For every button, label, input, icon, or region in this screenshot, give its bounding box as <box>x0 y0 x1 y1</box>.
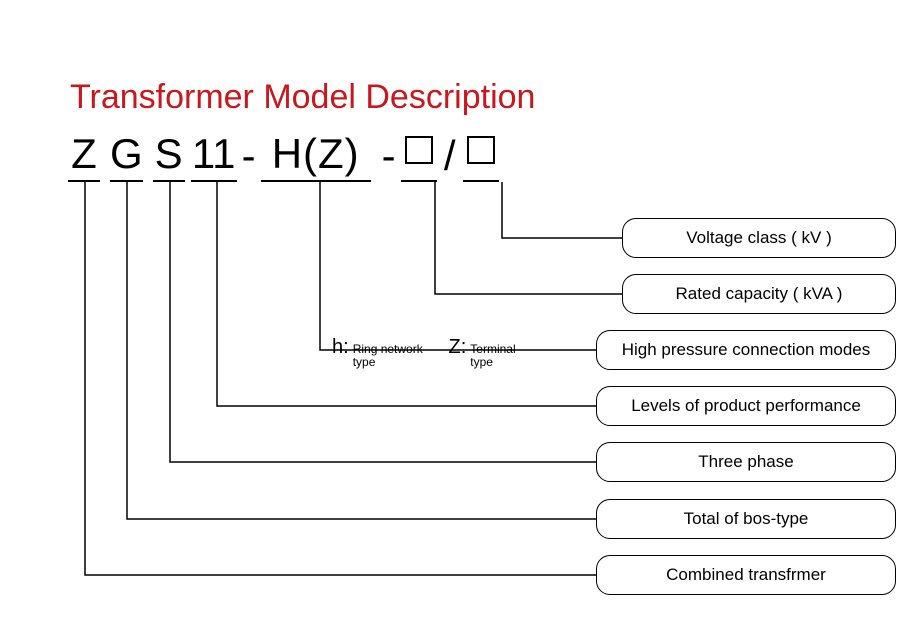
model-code: Z G S 11 - H(Z) - / <box>68 130 499 182</box>
code-box1 <box>401 130 437 182</box>
code-dash2: - <box>377 132 401 182</box>
label-voltage: Voltage class ( kV ) <box>622 218 896 258</box>
code-g: G <box>110 130 143 182</box>
code-hz: H(Z) <box>261 130 371 182</box>
code-slash: / <box>437 132 463 182</box>
code-z: Z <box>68 130 100 182</box>
code-box2 <box>463 130 499 182</box>
label-phase: Three phase <box>596 442 896 482</box>
annot-z-text: Terminal <box>470 342 515 356</box>
label-capacity: Rated capacity ( kVA ) <box>622 274 896 314</box>
label-level: Levels of product performance <box>596 386 896 426</box>
hz-annotation: h: Ring network type Z: Terminal type <box>332 336 602 369</box>
annot-h-text: Ring network <box>353 342 423 356</box>
code-dash1: - <box>237 132 261 182</box>
annot-h-text2: type <box>353 355 376 369</box>
label-hpc: High pressure connection modes <box>596 330 896 370</box>
annot-z-text2: type <box>470 355 493 369</box>
label-bos: Total of bos-type <box>596 499 896 539</box>
page-title: Transformer Model Description <box>70 78 535 117</box>
code-s: S <box>153 130 185 182</box>
annot-z-key: Z: <box>449 336 467 359</box>
code-11: 11 <box>191 130 237 182</box>
annot-h-key: h: <box>332 336 349 359</box>
label-combined: Combined transfrmer <box>596 555 896 595</box>
